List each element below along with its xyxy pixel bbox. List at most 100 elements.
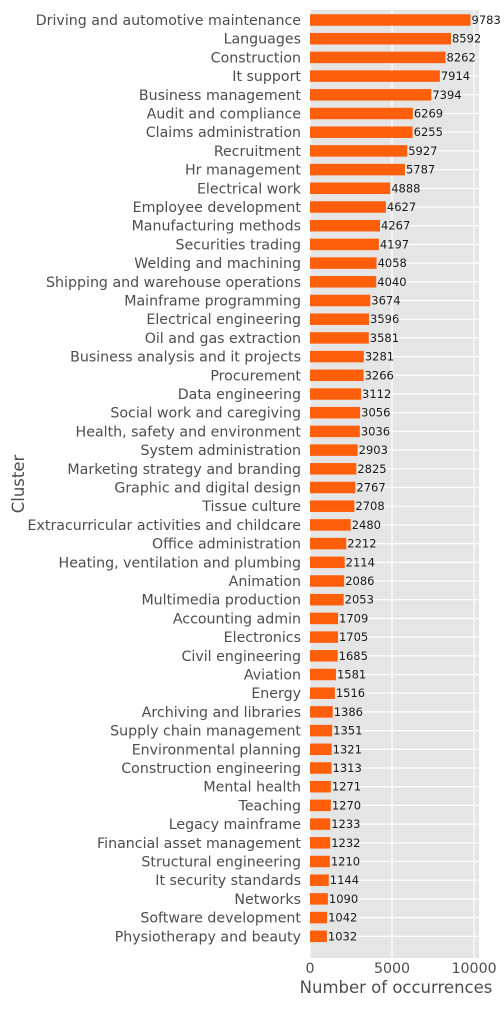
category-label: Employee development	[133, 200, 302, 216]
bar	[310, 350, 364, 363]
category-label: It support	[232, 69, 301, 85]
bar	[310, 500, 355, 512]
bar	[310, 238, 379, 251]
bar	[310, 687, 335, 699]
bar	[310, 780, 331, 793]
bar-value-label: 1386	[334, 705, 363, 719]
category-label: Health, safety and environment	[76, 424, 302, 440]
category-label: Marketing strategy and branding	[67, 462, 301, 478]
bar	[310, 276, 377, 288]
x-tick-label: 10000	[452, 961, 497, 977]
category-label: Legacy mainframe	[169, 817, 301, 833]
bar	[310, 126, 413, 138]
bar-value-label: 3266	[365, 368, 394, 382]
bar	[310, 107, 413, 120]
bar-value-label: 4888	[391, 181, 420, 195]
category-label: Heating, ventilation and plumbing	[59, 555, 301, 571]
bar	[310, 537, 347, 550]
bar	[310, 855, 330, 868]
bar	[310, 369, 364, 382]
category-label: Accounting admin	[173, 611, 301, 627]
bar	[310, 313, 370, 325]
bar-value-label: 7914	[441, 69, 470, 83]
bar	[310, 163, 405, 176]
bar-value-label: 1271	[332, 780, 361, 794]
bar-value-label: 3596	[370, 312, 399, 326]
category-label: Animation	[229, 574, 301, 590]
x-tick-label: 5000	[374, 961, 410, 977]
category-label: Recruitment	[214, 144, 302, 160]
bar-value-label: 2825	[357, 462, 386, 476]
bar	[310, 799, 331, 812]
category-label: System administration	[141, 443, 301, 459]
category-label: Welding and machining	[134, 256, 301, 272]
bar	[310, 388, 362, 400]
bar-value-label: 1210	[331, 855, 360, 869]
category-label: Audit and compliance	[147, 107, 301, 123]
bar-value-label: 1233	[331, 817, 360, 831]
bar-value-label: 1042	[328, 911, 357, 925]
bar	[310, 463, 357, 475]
category-label: Office administration	[152, 537, 301, 553]
category-label: Electrical work	[197, 181, 302, 197]
category-label: Mental health	[203, 780, 301, 796]
bar-value-label: 9783	[472, 13, 501, 27]
bar	[310, 724, 333, 737]
bar-value-label: 1032	[328, 929, 357, 943]
bar-value-label: 4267	[381, 219, 410, 233]
bar	[310, 294, 371, 307]
bar-value-label: 2212	[347, 537, 376, 551]
category-label: Claims administration	[146, 125, 301, 141]
category-label: Mainframe programming	[124, 294, 301, 310]
bar	[310, 706, 333, 718]
bar-value-label: 1685	[339, 649, 368, 663]
bar-value-label: 1232	[331, 836, 360, 850]
bar-value-label: 3112	[362, 387, 391, 401]
bar	[310, 818, 331, 830]
bar-value-label: 1351	[333, 724, 362, 738]
bar-value-label: 1144	[330, 873, 359, 887]
category-label: Archiving and libraries	[142, 705, 301, 721]
category-label: Extracurricular activities and childcare	[28, 518, 301, 534]
bar	[310, 575, 345, 587]
x-tick-label: 0	[305, 961, 314, 977]
bar	[310, 219, 381, 232]
bar	[310, 14, 471, 26]
bar-value-label: 3036	[361, 424, 390, 438]
bar-value-label: 1516	[336, 686, 365, 700]
category-label: Environmental planning	[132, 742, 301, 758]
bar	[310, 631, 338, 643]
category-label: Tissue culture	[201, 499, 301, 515]
bar-value-label: 6269	[414, 107, 443, 121]
category-label: Construction	[211, 50, 301, 66]
category-label: Languages	[224, 32, 301, 48]
bar-value-label: 4197	[380, 237, 409, 251]
bar-value-label: 2086	[345, 574, 374, 588]
bar-value-label: 1709	[339, 611, 368, 625]
bar	[310, 930, 327, 943]
category-label: Data engineering	[178, 387, 301, 403]
bar-value-label: 4627	[387, 200, 416, 214]
category-label: Financial asset management	[97, 836, 301, 852]
category-label: Manufacturing methods	[132, 219, 301, 235]
category-label: Electrical engineering	[146, 312, 301, 328]
category-label: Driving and automotive maintenance	[36, 13, 301, 29]
y-axis-title: Cluster	[9, 455, 28, 514]
bar	[310, 743, 332, 756]
bar	[310, 762, 332, 774]
category-label: Business analysis and it projects	[70, 350, 301, 366]
bar-value-label: 2114	[346, 555, 375, 569]
bar	[310, 145, 408, 157]
bar	[310, 556, 345, 569]
x-axis-title: Number of occurrences	[300, 978, 493, 997]
category-label: Physiotherapy and beauty	[115, 929, 301, 945]
bar	[310, 893, 328, 905]
bar-value-label: 2480	[352, 518, 381, 532]
bar	[310, 89, 432, 101]
category-label: Multimedia production	[141, 593, 301, 609]
category-label: Oil and gas extraction	[145, 331, 301, 347]
category-label: Procurement	[210, 368, 301, 384]
bar-value-label: 1090	[329, 892, 358, 906]
bar	[310, 874, 329, 886]
